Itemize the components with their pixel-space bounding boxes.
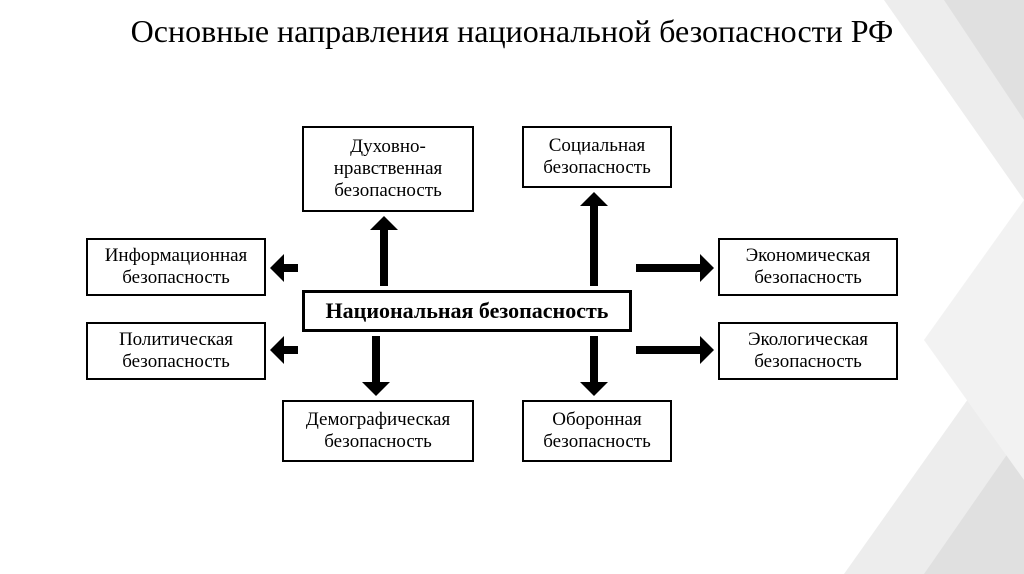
arrow-economic <box>636 264 700 272</box>
arrow-demographic <box>372 336 380 382</box>
diagram-container: Национальная безопасность Духовно-нравств… <box>0 100 1024 560</box>
node-spiritual: Духовно-нравственная безопасность <box>302 126 474 212</box>
arrow-defense <box>590 336 598 382</box>
arrow-spiritual <box>380 230 388 286</box>
arrow-info <box>284 264 298 272</box>
node-info: Информационная безопасность <box>86 238 266 296</box>
arrow-head <box>270 336 284 364</box>
node-defense: Оборонная безопасность <box>522 400 672 462</box>
arrow-head <box>700 336 714 364</box>
node-demographic: Демографическая безопасность <box>282 400 474 462</box>
node-political: Политическая безопасность <box>86 322 266 380</box>
node-economic: Экономическая безопасность <box>718 238 898 296</box>
arrow-head <box>700 254 714 282</box>
node-social: Социальная безопасность <box>522 126 672 188</box>
arrow-head <box>270 254 284 282</box>
arrow-social <box>590 206 598 286</box>
arrow-head <box>580 192 608 206</box>
node-ecological: Экологическая безопасность <box>718 322 898 380</box>
center-node: Национальная безопасность <box>302 290 632 332</box>
arrow-head <box>370 216 398 230</box>
arrow-head <box>580 382 608 396</box>
arrow-political <box>284 346 298 354</box>
arrow-head <box>362 382 390 396</box>
page-title: Основные направления национальной безопа… <box>0 0 1024 50</box>
arrow-ecological <box>636 346 700 354</box>
